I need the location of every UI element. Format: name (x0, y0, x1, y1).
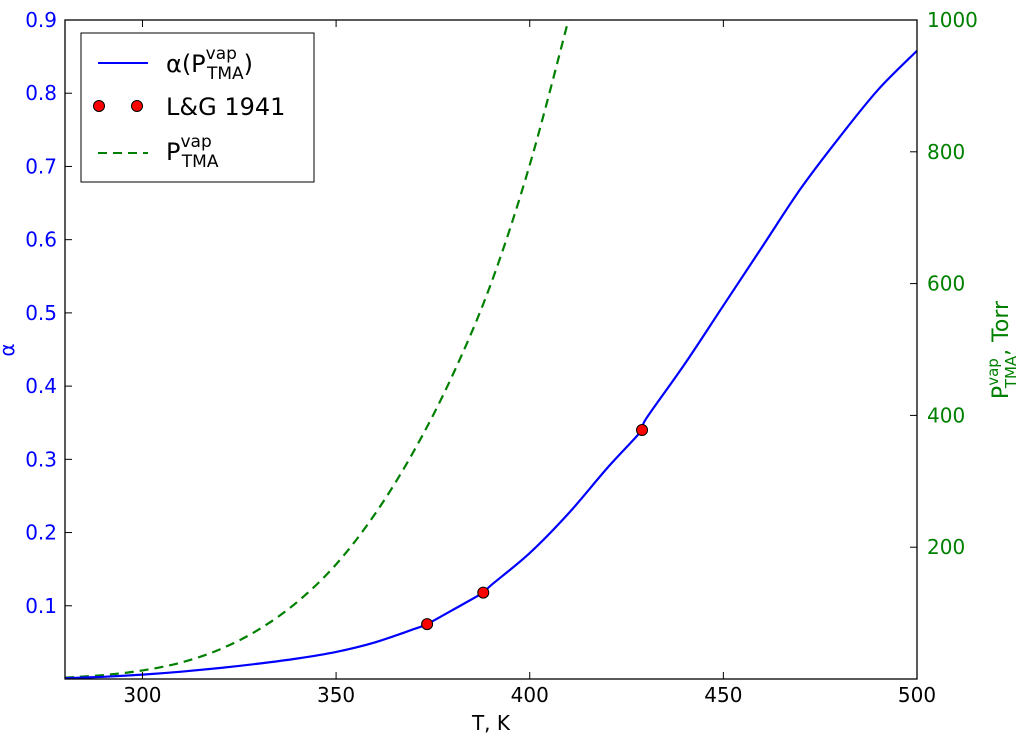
x-tick-label: 300 (123, 683, 161, 707)
legend-label-pressure: Pvap TMA (166, 132, 219, 172)
y-right-axis-label: PvapTMA, Torr (984, 300, 1020, 399)
y-left-tick-label: 0.7 (25, 154, 57, 178)
y-left-tick-label: 0.5 (25, 301, 57, 325)
legend-alpha-sub: TMA (206, 64, 244, 84)
y-left-tick-label: 0.4 (25, 374, 57, 398)
y-right-tick-label: 800 (927, 140, 965, 164)
y-right-tick-label: 600 (927, 272, 965, 296)
legend-box (80, 32, 315, 183)
legend-alpha-suffix: ) (244, 50, 253, 78)
x-tick-label: 500 (898, 683, 936, 707)
y-left-tick-label: 0.9 (25, 8, 57, 32)
data-point (636, 424, 649, 437)
y-right-label-base: P (989, 386, 1014, 399)
legend-marker-1 (93, 100, 105, 112)
legend-pressure-base: P (166, 138, 180, 166)
x-axis-label: T, K (471, 711, 511, 735)
y-right-tick-label: 400 (927, 403, 965, 427)
legend: α(Pvap TMA) L&G 1941 Pvap TMA (80, 32, 315, 183)
legend-alpha-sup: vap (206, 44, 237, 64)
data-point (421, 618, 434, 631)
y-right-tick-label: 1000 (927, 8, 978, 32)
legend-label-alpha: α(Pvap TMA) (166, 44, 253, 84)
plot-lines (65, 20, 917, 679)
x-tick-label: 350 (317, 683, 355, 707)
legend-pressure-sup: vap (180, 132, 211, 152)
y-right-label-suffix: , Torr (989, 300, 1014, 356)
y-left-tick-label: 0.6 (25, 228, 57, 252)
pressure-line (65, 20, 570, 679)
legend-label-lg: L&G 1941 (166, 93, 285, 121)
y-right-label-sub: TMA (1002, 355, 1020, 389)
y-left-tick-label: 0.8 (25, 81, 57, 105)
x-tick-label: 400 (511, 683, 549, 707)
y-left-tick-label: 0.3 (25, 447, 57, 471)
legend-alpha-base: α(P (166, 50, 206, 78)
x-tick-label: 450 (704, 683, 742, 707)
y-right-tick-label: 200 (927, 535, 965, 559)
y-left-tick-label: 0.2 (25, 521, 57, 545)
alpha-line (65, 49, 917, 679)
y-right-label-sup: vap (984, 358, 1002, 386)
y-left-axis-label: α (0, 343, 19, 356)
ticks: 300 350 400 450 500 0.1 0.2 0.3 0.4 0.5 0.6 0.7 0.8 0… (25, 8, 978, 707)
plot-frame (64, 19, 918, 680)
data-point (477, 586, 490, 599)
legend-marker-2 (131, 100, 143, 112)
legend-pressure-sub: TMA (181, 152, 219, 172)
y-left-tick-label: 0.1 (25, 594, 57, 618)
